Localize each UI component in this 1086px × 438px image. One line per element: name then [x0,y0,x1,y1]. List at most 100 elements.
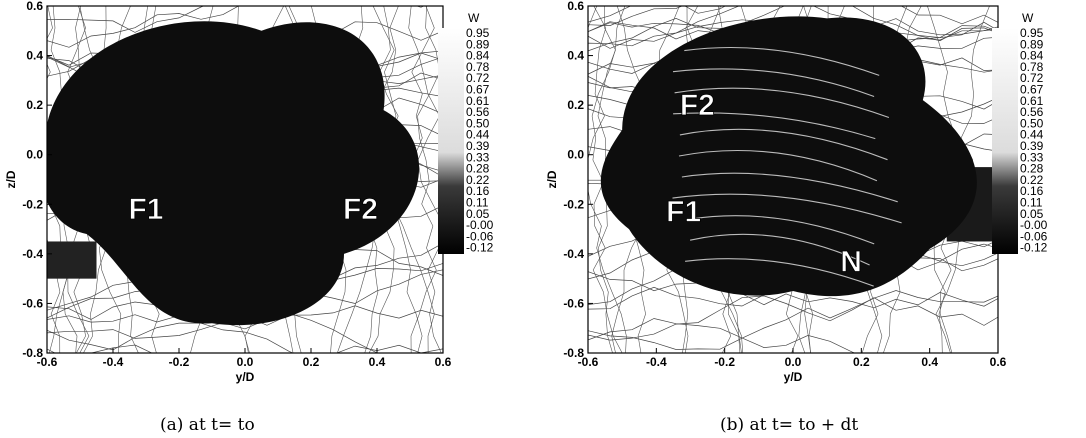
x-tick-label: 0.2 [853,355,870,369]
legend-level-label: 0.61 [1020,94,1044,108]
x-tick-label: -0.6 [578,355,599,369]
contour-line [588,295,998,341]
annotation-label: F1 [128,193,163,226]
legend-level-label: 0.44 [1020,128,1044,142]
streamline [689,215,875,245]
y-tick-label: -0.2 [563,197,584,211]
y-tick-label: 0.0 [26,148,43,162]
chart-panel-2: -0.6 -0.4 -0.2 0.0 0.2 0.4 0.6 0.6 0.4 0.2 0.0 -0.2… [545,0,1048,435]
y-tick-label: -0.6 [22,296,43,310]
contour-line [47,312,379,353]
legend-level-label: 0.22 [466,173,490,187]
vortex-region [47,21,419,326]
streamline [674,87,890,119]
legend-level-label: -0.00 [1020,218,1048,232]
dark-band [47,241,97,279]
legend-level-label: 0.11 [466,196,489,210]
streamline [678,150,878,182]
legend-level-label: 0.33 [466,150,490,164]
vortex-region [600,16,977,297]
streamline [672,193,902,224]
legend-level-label: 0.78 [1020,60,1044,74]
legend-colorbar [992,28,1018,254]
annotation-label: F1 [666,196,701,229]
y-tick-label: -0.2 [22,197,43,211]
legend-level-label: 0.56 [466,105,490,119]
legend-level-label: -0.06 [1020,229,1048,243]
legend-level-label: -0.06 [466,229,494,243]
legend-level-label: 0.22 [1020,173,1044,187]
legend-level-label: -0.12 [1020,241,1048,255]
annotation-label: F2 [680,89,715,122]
y-tick-label: 0.4 [567,49,584,63]
chart-panel-1: -0.6 -0.4 -0.2 0.0 0.2 0.4 0.6 0.6 0.4 0.2 0.0 -0.2… [4,0,494,435]
annotation-label: N [840,245,862,278]
legend-title: W [468,11,480,25]
streamline [673,112,876,140]
legend-level-label: 0.11 [1020,196,1043,210]
contour-line [47,341,153,353]
y-tick-label: 0.6 [567,0,584,13]
streamline [681,172,898,203]
streamline [689,233,870,266]
contour-line [47,322,443,353]
panel-caption: (a) at t= to [160,415,255,435]
legend-title: W [1022,11,1034,25]
legend-level-label: 0.56 [1020,105,1044,119]
x-tick-label: 0.4 [369,355,386,369]
contour-line [591,6,628,353]
x-tick-label: -0.4 [646,355,667,369]
y-tick-label: -0.4 [22,247,43,261]
x-tick-label: 0.6 [435,355,452,369]
y-tick-label: 0.2 [26,98,43,112]
y-tick-label: -0.8 [563,346,584,360]
legend-level-label: 0.78 [466,60,490,74]
x-tick-label: 0.0 [237,355,254,369]
contour-line [47,6,78,353]
legend-level-label: 0.89 [1020,37,1044,51]
contour-field [47,6,443,353]
legend-level-label: 0.67 [466,83,490,97]
contour-line [588,6,998,25]
legend-level-label: 0.33 [1020,150,1044,164]
x-tick-label: 0.6 [990,355,1007,369]
legend-level-label: 0.50 [1020,116,1044,130]
x-tick-label: 0.2 [303,355,320,369]
contour-line [47,6,205,33]
x-axis-label: y/D [784,370,803,384]
legend-level-label: 0.16 [1020,184,1044,198]
x-tick-label: -0.4 [103,355,124,369]
x-tick-label: 0.0 [785,355,802,369]
y-tick-label: 0.6 [26,0,43,13]
panel-caption: (b) at t= to + dt [720,415,858,435]
streamline [679,128,888,161]
streamline [684,46,880,76]
y-tick-label: 0.2 [567,98,584,112]
legend-level-label: 0.95 [1020,26,1044,40]
y-axis-label: z/D [4,170,18,188]
legend-level-label: 0.28 [466,162,490,176]
legend-colorbar [438,28,464,254]
legend-level-label: 0.28 [1020,162,1044,176]
y-tick-label: -0.8 [22,346,43,360]
legend-level-label: 0.84 [466,49,490,63]
y-tick-label: 0.4 [26,49,43,63]
legend-level-label: 0.72 [1020,71,1044,85]
contour-line [588,318,856,353]
contour-line [410,6,441,353]
legend-level-label: 0.95 [466,26,490,40]
legend-level-label: -0.12 [466,241,494,255]
y-tick-label: -0.6 [563,296,584,310]
legend-level-label: 0.05 [1020,207,1044,221]
legend-level-label: 0.72 [466,71,490,85]
x-tick-label: -0.2 [714,355,735,369]
legend-level-label: 0.39 [466,139,490,153]
contour-line [47,6,425,48]
contour-line [47,6,62,353]
legend-level-label: 0.39 [1020,139,1044,153]
x-tick-label: -0.6 [37,355,58,369]
y-tick-label: -0.4 [563,247,584,261]
x-tick-label: 0.4 [921,355,938,369]
legend-level-label: 0.16 [466,184,490,198]
